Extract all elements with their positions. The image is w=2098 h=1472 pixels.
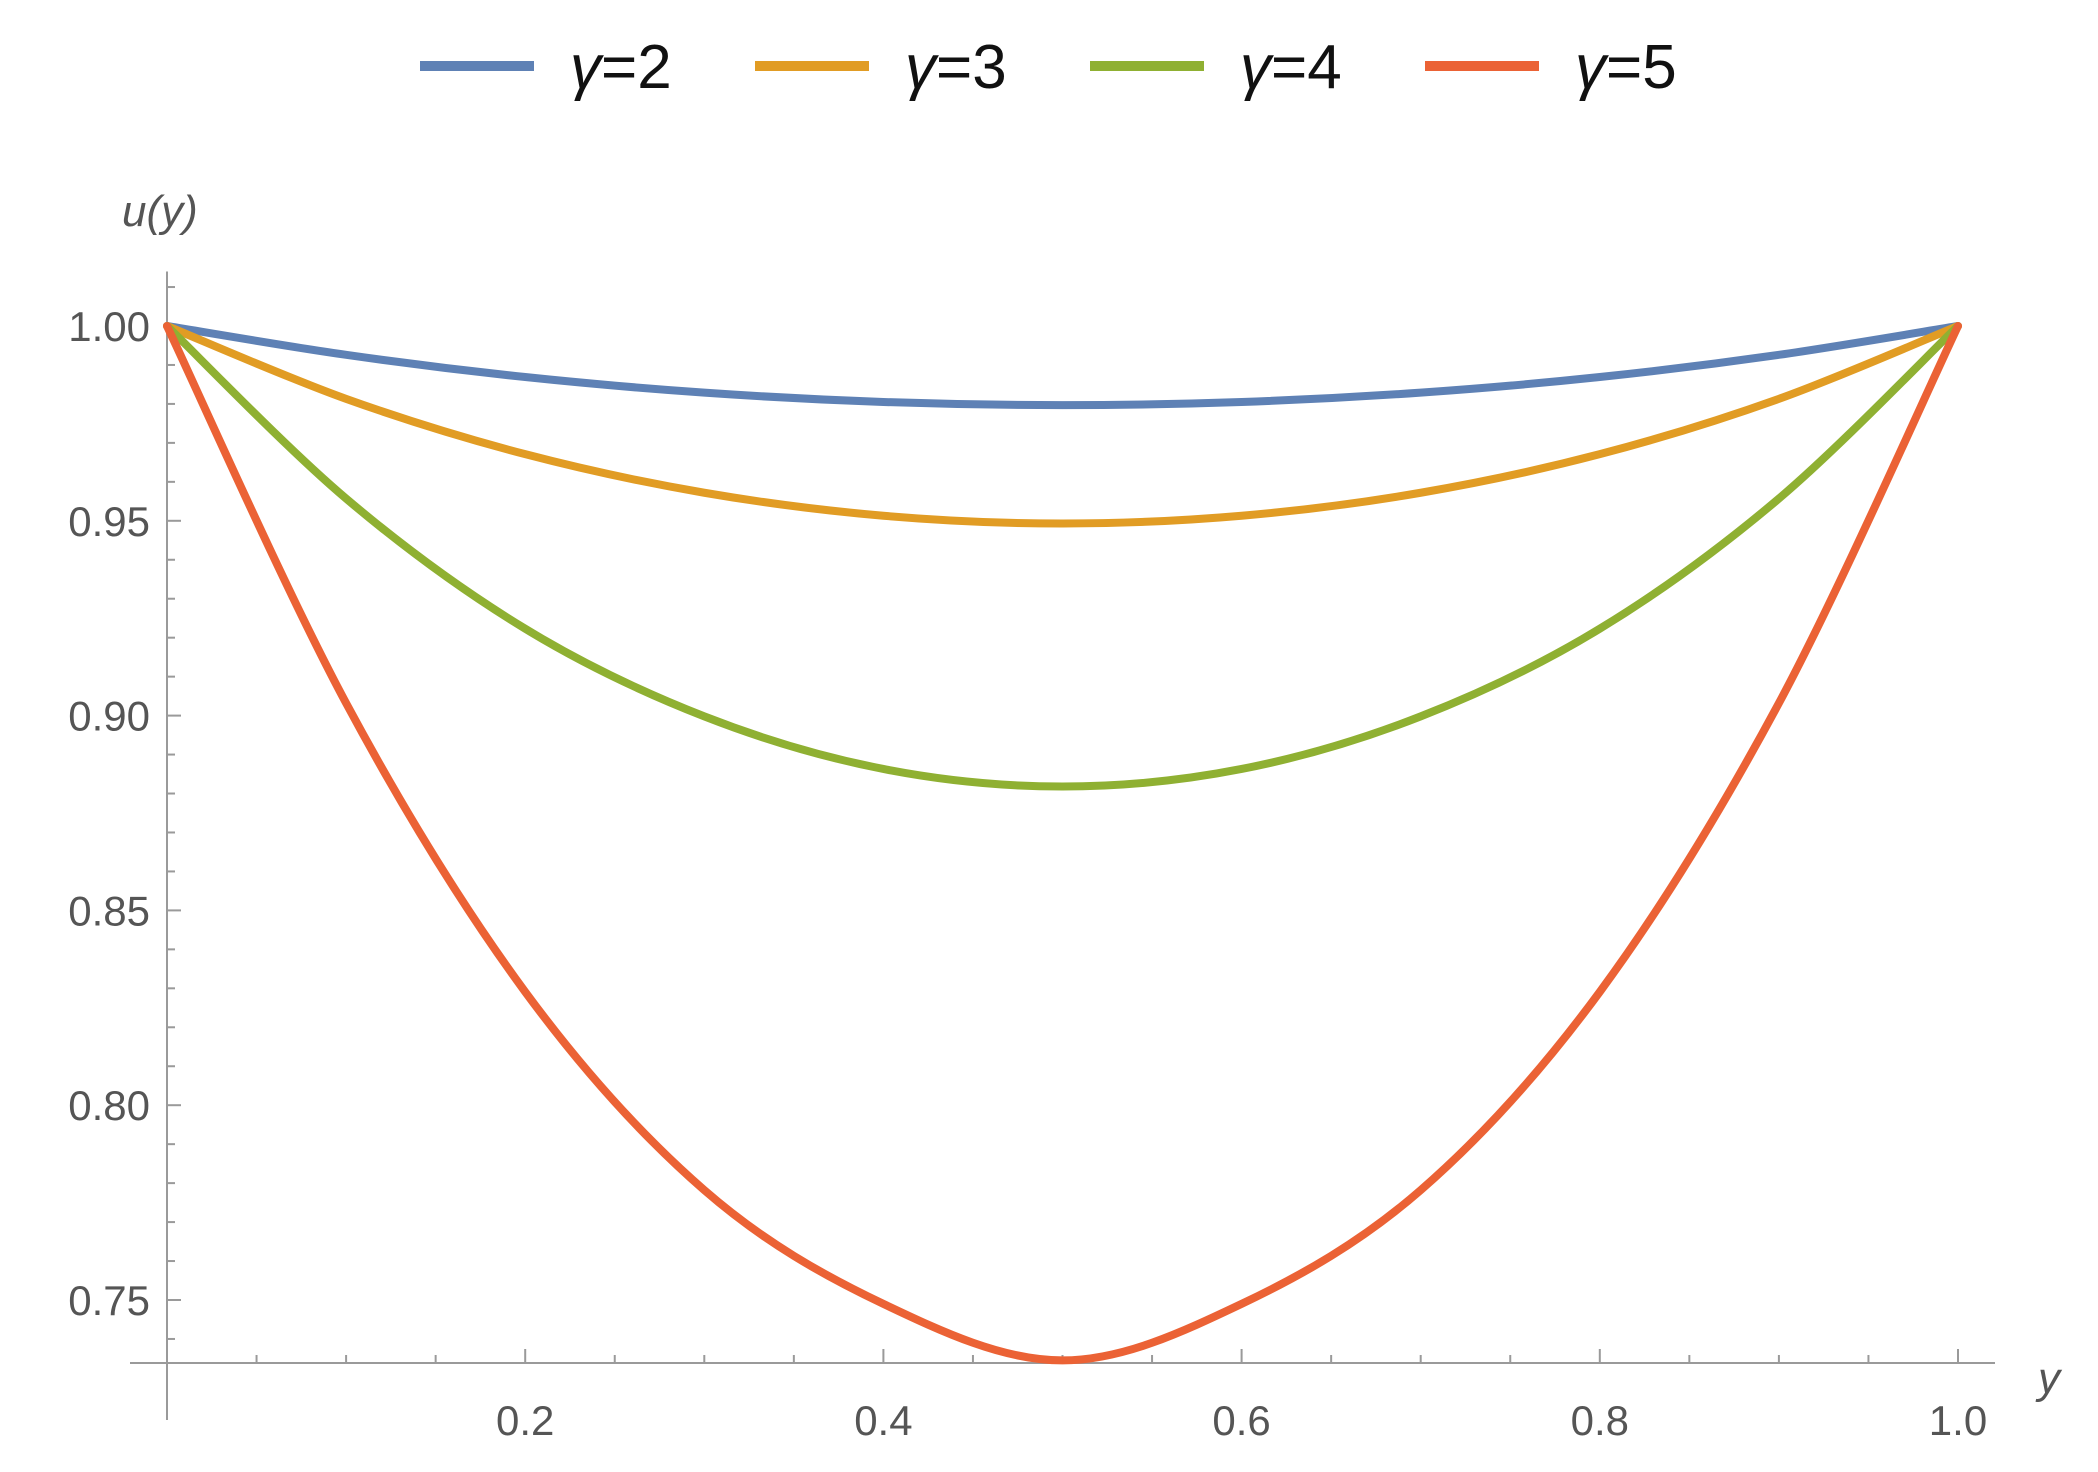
- legend: γ=2 γ=3 γ=4 γ=5: [420, 33, 1677, 102]
- series-layer: [163, 322, 1962, 1365]
- x-tick-label: 0.2: [496, 1397, 554, 1444]
- legend-label: γ=4: [1240, 33, 1342, 102]
- series-line-gamma-5: [163, 322, 1962, 1365]
- legend-label: γ=3: [905, 33, 1007, 102]
- legend-label: γ=2: [570, 33, 672, 102]
- y-axis-label: u(y): [122, 187, 198, 236]
- y-tick-label: 0.95: [68, 498, 150, 545]
- x-tick-label: 0.4: [854, 1397, 912, 1444]
- series-line-gamma-3: [163, 322, 1962, 528]
- y-tick-label: 1.00: [68, 303, 150, 350]
- y-axis: 0.75 0.80 0.85 0.90 0.95 1.00: [68, 271, 181, 1420]
- legend-entry: γ=4: [1090, 33, 1342, 102]
- x-tick-label: 0.8: [1571, 1397, 1629, 1444]
- series-line-gamma-2: [163, 322, 1962, 410]
- series-line-gamma-4: [163, 322, 1962, 791]
- y-tick-label: 0.75: [68, 1277, 150, 1324]
- x-tick-label: 1.0: [1929, 1397, 1987, 1444]
- y-tick-label: 0.85: [68, 887, 150, 934]
- x-tick-label: 0.6: [1212, 1397, 1270, 1444]
- legend-entry: γ=3: [755, 33, 1007, 102]
- y-tick-label: 0.90: [68, 693, 150, 740]
- legend-label: γ=5: [1575, 33, 1677, 102]
- y-tick-label: 0.80: [68, 1082, 150, 1129]
- x-axis-label: y: [2035, 1354, 2063, 1403]
- legend-entry: γ=2: [420, 33, 672, 102]
- legend-entry: γ=5: [1425, 33, 1677, 102]
